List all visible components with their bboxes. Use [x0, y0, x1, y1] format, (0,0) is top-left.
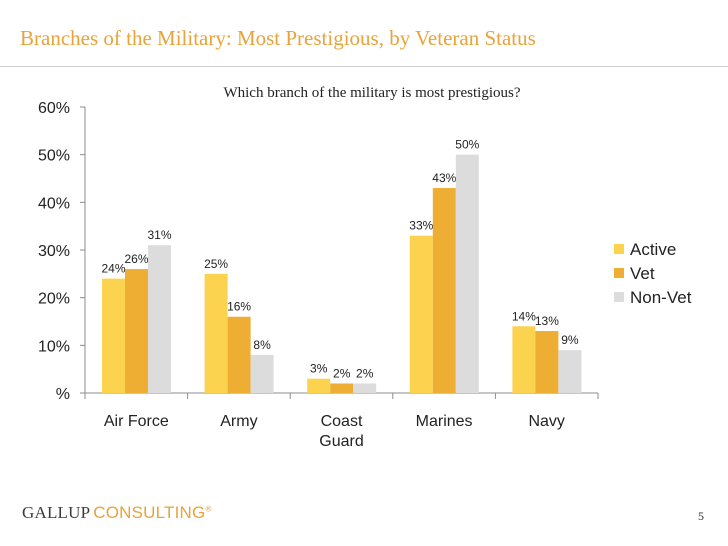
- bar-active: [204, 273, 228, 393]
- slide-title: Branches of the Military: Most Prestigio…: [20, 26, 536, 50]
- bar-active: [512, 326, 536, 393]
- data-label: 43%: [432, 171, 456, 185]
- data-label: 9%: [561, 333, 579, 347]
- y-tick-label: 60%: [38, 100, 70, 117]
- data-label: 2%: [356, 366, 374, 380]
- legend-label: Non-Vet: [630, 288, 692, 307]
- data-label: 8%: [253, 338, 271, 352]
- logo-registered-mark: ®: [205, 504, 212, 514]
- bar-non-vet: [250, 354, 274, 393]
- bar-vet: [535, 331, 559, 393]
- page-number: 5: [698, 509, 704, 523]
- bar-vet: [125, 269, 148, 393]
- data-label: 50%: [455, 138, 479, 152]
- data-label: 14%: [512, 309, 536, 323]
- x-category-label: Marines: [416, 413, 473, 430]
- x-category-label: Coast: [321, 413, 363, 430]
- y-tick-label: 50%: [38, 148, 70, 165]
- x-category-label: Navy: [528, 413, 564, 430]
- bar-vet: [432, 188, 456, 393]
- data-label: 26%: [124, 252, 148, 266]
- legend-label: Active: [630, 240, 676, 259]
- chart-title: Which branch of the military is most pre…: [223, 85, 520, 101]
- y-tick-label: 40%: [38, 195, 70, 212]
- bar-active: [307, 378, 331, 393]
- x-category-label: Air Force: [104, 413, 169, 430]
- data-label: 13%: [535, 314, 559, 328]
- data-label: 2%: [333, 366, 351, 380]
- logo-consulting-text: CONSULTING: [93, 503, 206, 522]
- gallup-consulting-logo: GALLUP CONSULTING®: [22, 503, 212, 523]
- title-divider: [0, 66, 728, 67]
- y-tick-label: %: [56, 386, 70, 403]
- bar-non-vet: [558, 350, 582, 393]
- bar-vet: [227, 316, 251, 393]
- bar-non-vet: [148, 245, 171, 393]
- legend-swatch: [614, 292, 624, 302]
- data-label: 16%: [227, 300, 251, 314]
- data-label: 31%: [147, 228, 171, 242]
- data-label: 33%: [409, 219, 433, 233]
- legend-swatch: [614, 244, 624, 254]
- bar-non-vet: [353, 383, 377, 393]
- x-category-label: Guard: [319, 433, 363, 450]
- bar-active: [102, 278, 125, 393]
- legend-swatch: [614, 268, 624, 278]
- bar-active: [409, 235, 433, 393]
- data-label: 24%: [101, 262, 125, 276]
- y-tick-label: 30%: [38, 243, 70, 260]
- bar-vet: [330, 383, 354, 393]
- y-tick-label: 10%: [38, 338, 70, 355]
- legend-label: Vet: [630, 264, 655, 283]
- logo-gallup-text: GALLUP: [22, 503, 91, 522]
- data-label: 3%: [310, 362, 328, 376]
- y-tick-label: 20%: [38, 291, 70, 308]
- data-label: 25%: [204, 257, 228, 271]
- bar-non-vet: [455, 154, 479, 393]
- x-category-label: Army: [220, 413, 257, 430]
